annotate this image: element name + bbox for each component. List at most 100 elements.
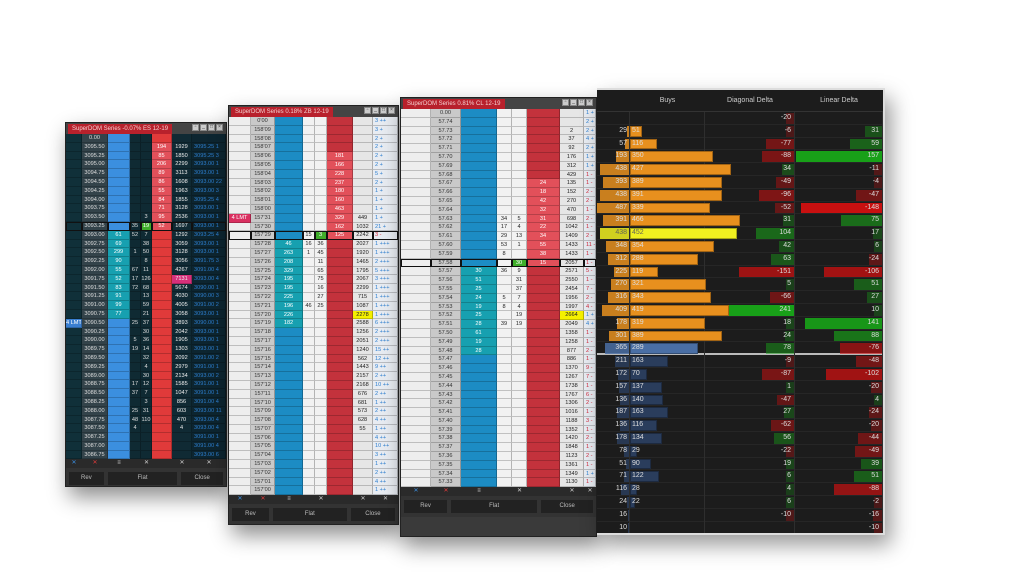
bid-volume-cell[interactable] xyxy=(497,443,512,453)
volume-cell[interactable]: 1303 xyxy=(172,345,192,354)
volume-cell[interactable]: 1258 xyxy=(560,337,584,347)
count-cell[interactable]: 1 - xyxy=(584,223,596,233)
order-cell[interactable] xyxy=(66,151,82,161)
order-cell[interactable] xyxy=(229,292,251,302)
count-cell[interactable]: 3091.00 1 xyxy=(192,362,226,372)
ask-volume-cell[interactable] xyxy=(512,460,527,470)
minimize-icon[interactable]: _ xyxy=(200,124,207,131)
bid-volume-cell[interactable] xyxy=(497,390,512,400)
count-cell[interactable]: 3 + xyxy=(373,125,398,135)
count-cell[interactable]: 2 ++ xyxy=(373,372,398,381)
count-cell[interactable]: 15 ++ xyxy=(373,345,398,355)
bid-volume-cell[interactable] xyxy=(303,178,315,188)
bid-cell[interactable] xyxy=(461,188,497,197)
order-cell[interactable] xyxy=(66,362,82,372)
ask-volume-cell[interactable] xyxy=(315,169,327,179)
volume-cell[interactable] xyxy=(353,196,373,205)
price-row[interactable]: 157'10 681 1 ++ xyxy=(229,398,398,408)
ask-cell[interactable] xyxy=(152,318,172,328)
price-row[interactable]: 57.40 1188 3 - xyxy=(401,416,596,426)
count-cell[interactable]: 1 + xyxy=(584,469,596,479)
ladder-grid[interactable]: 0.00 1 +57.74 2 +57.73 2 2 +57.72 37 4 +57.71 9… xyxy=(401,109,596,488)
ask-cell[interactable]: 34 xyxy=(527,232,560,241)
bid-cell[interactable] xyxy=(108,204,130,214)
ask-volume-cell[interactable] xyxy=(512,372,527,382)
bid-volume-cell[interactable] xyxy=(497,144,512,153)
ask-volume-cell[interactable] xyxy=(315,486,327,496)
ask-cell[interactable]: 85 xyxy=(152,151,172,161)
bid-volume-cell[interactable]: 46 xyxy=(303,301,315,311)
count-cell[interactable]: 5 + xyxy=(373,169,398,179)
order-cell[interactable] xyxy=(66,415,82,425)
price-row[interactable]: 157'05 10 ++ xyxy=(229,442,398,452)
price-row[interactable]: 57.48 28 877 2 - xyxy=(401,346,596,356)
ask-volume-cell[interactable] xyxy=(315,204,327,214)
ask-cell[interactable] xyxy=(327,354,353,364)
order-cell[interactable] xyxy=(229,407,251,417)
order-cell[interactable] xyxy=(229,266,251,276)
ask-cell[interactable] xyxy=(327,451,353,461)
bid-volume-cell[interactable] xyxy=(130,301,141,310)
ask-volume-cell[interactable] xyxy=(512,144,527,153)
volume-cell[interactable]: 886 xyxy=(560,355,584,365)
count-cell[interactable]: 1 +++ xyxy=(373,240,398,249)
price-row[interactable]: 157'16 1240 15 ++ xyxy=(229,345,398,355)
price-row[interactable]: 157'08 628 4 ++ xyxy=(229,416,398,425)
order-cell[interactable] xyxy=(229,240,251,249)
bid-volume-cell[interactable] xyxy=(130,441,141,451)
bid-cell[interactable]: 195 xyxy=(275,284,303,293)
bid-cell[interactable] xyxy=(108,433,130,442)
bid-volume-cell[interactable] xyxy=(130,353,141,363)
ask-cell[interactable] xyxy=(152,336,172,346)
close-x-icon[interactable]: ✕ xyxy=(587,488,593,495)
ask-cell[interactable] xyxy=(527,144,560,153)
bid-cell[interactable]: 25 xyxy=(461,311,497,321)
count-cell[interactable]: 1 +++ xyxy=(373,301,398,311)
count-cell[interactable]: 3095.25 3 xyxy=(192,151,226,161)
bid-volume-cell[interactable]: 48 xyxy=(130,415,141,425)
volume-cell[interactable]: 1697 xyxy=(172,221,192,231)
order-cell[interactable] xyxy=(229,380,251,390)
ask-volume-cell[interactable]: 68 xyxy=(141,283,152,293)
price-row[interactable]: 57.66 18 152 2 - xyxy=(401,188,596,197)
volume-cell[interactable]: 2299 xyxy=(353,284,373,293)
count-cell[interactable]: 2 + xyxy=(373,178,398,188)
bid-volume-cell[interactable] xyxy=(130,362,141,372)
volume-cell[interactable]: 2299 xyxy=(172,160,192,170)
bid-cell[interactable] xyxy=(275,442,303,452)
volume-cell[interactable]: 1042 xyxy=(560,223,584,233)
ask-volume-cell[interactable] xyxy=(512,469,527,479)
close-x-icon[interactable]: ✕ xyxy=(179,460,185,467)
bid-cell[interactable] xyxy=(461,144,497,153)
ask-cell[interactable] xyxy=(327,442,353,452)
bid-cell[interactable] xyxy=(461,109,497,118)
ask-volume-cell[interactable] xyxy=(512,109,527,118)
volume-cell[interactable]: 715 xyxy=(353,292,373,302)
close-button[interactable]: Close xyxy=(350,508,395,522)
price-row[interactable]: 57.36 1123 2 - xyxy=(401,452,596,461)
bid-volume-cell[interactable]: 34 xyxy=(497,214,512,224)
count-cell[interactable]: 1 + xyxy=(373,187,398,197)
volume-cell[interactable]: 1032 xyxy=(353,222,373,232)
bid-cell[interactable] xyxy=(275,213,303,223)
ask-cell[interactable]: 166 xyxy=(327,160,353,170)
price-row[interactable]: 57.33 1130 1 - xyxy=(401,478,596,488)
count-cell[interactable]: 1 - xyxy=(584,258,596,268)
bid-cell[interactable] xyxy=(108,134,130,143)
bid-cell[interactable] xyxy=(275,187,303,197)
bid-cell[interactable]: 51 xyxy=(461,276,497,285)
ask-cell[interactable]: 55 xyxy=(152,186,172,196)
ask-volume-cell[interactable]: 38 xyxy=(141,239,152,249)
volume-cell[interactable] xyxy=(560,117,584,127)
bid-volume-cell[interactable] xyxy=(303,319,315,329)
ask-cell[interactable] xyxy=(327,460,353,469)
count-cell[interactable]: 3091.00 1 xyxy=(192,433,226,442)
ask-volume-cell[interactable] xyxy=(315,477,327,487)
bid-cell[interactable] xyxy=(461,179,497,189)
price-row[interactable]: 3095.25 85 1850 3095.25 3 xyxy=(66,151,226,161)
bid-volume-cell[interactable] xyxy=(497,152,512,162)
ask-cell[interactable] xyxy=(327,407,353,417)
ask-cell[interactable] xyxy=(152,248,172,258)
ask-cell[interactable] xyxy=(152,424,172,434)
count-cell[interactable]: 3091.75 3 xyxy=(192,257,226,266)
